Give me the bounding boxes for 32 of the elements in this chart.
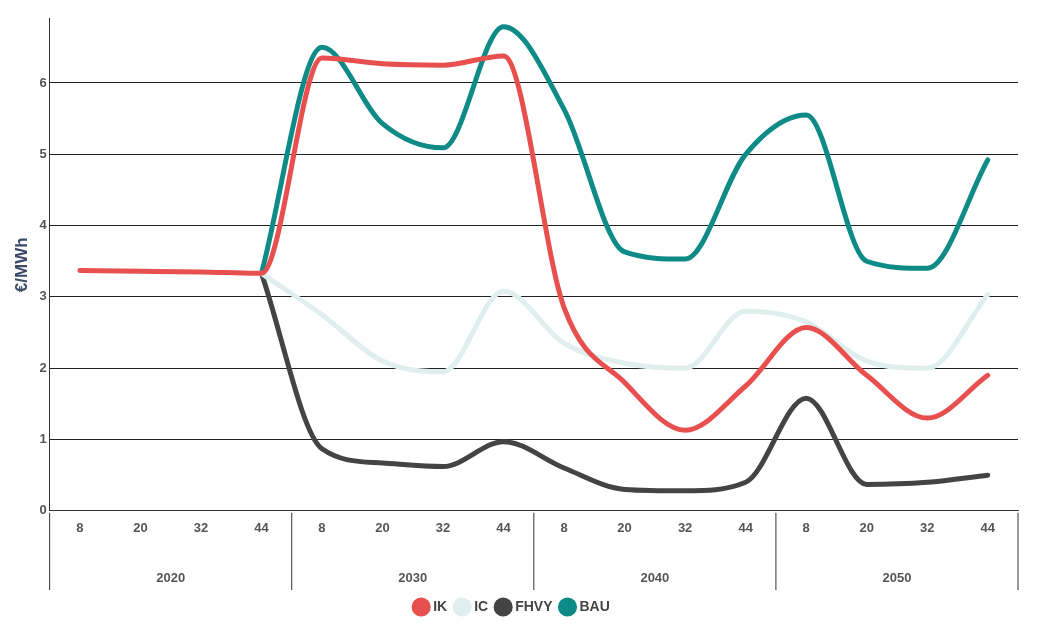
text: 2050: [882, 569, 912, 585]
x-tick-label: 32: [677, 520, 693, 536]
x-tick-label: 32: [193, 520, 209, 536]
legend-label: BAU: [579, 597, 610, 614]
y-tick-label: 2: [39, 359, 47, 375]
legend-label: IK: [433, 597, 448, 614]
x-tick-label: 8: [76, 520, 84, 536]
y-tick-label: 4: [39, 217, 48, 233]
x-tick-label: 44: [254, 520, 270, 536]
x-tick-label: 20: [617, 520, 632, 536]
x-tick-label: 8: [560, 520, 568, 536]
text: 2040: [640, 569, 670, 585]
x-tick-label: 32: [919, 520, 935, 536]
legend-label: IC: [474, 597, 489, 614]
x-tick-label: 20: [133, 520, 148, 536]
y-tick-label: 3: [39, 288, 47, 304]
y-axis-title: €/MWh: [11, 237, 31, 293]
legend-label: FHVY: [515, 597, 554, 614]
x-tick-label: 44: [496, 520, 512, 536]
y-tick-label: 6: [39, 74, 47, 90]
x-tick-label: 8: [318, 520, 326, 536]
y-tick-label: 1: [39, 431, 47, 447]
x-tick-label: 32: [435, 520, 451, 536]
x-tick-label: 20: [859, 520, 874, 536]
y-tick-label: 5: [39, 145, 47, 161]
x-tick-label: 8: [802, 520, 810, 536]
y-tick-label: 0: [39, 502, 47, 518]
x-tick-label: 20: [375, 520, 390, 536]
x-tick-label: 44: [980, 520, 996, 536]
text: 2030: [398, 569, 428, 585]
x-tick-label: 44: [738, 520, 754, 536]
text: 2020: [156, 569, 186, 585]
